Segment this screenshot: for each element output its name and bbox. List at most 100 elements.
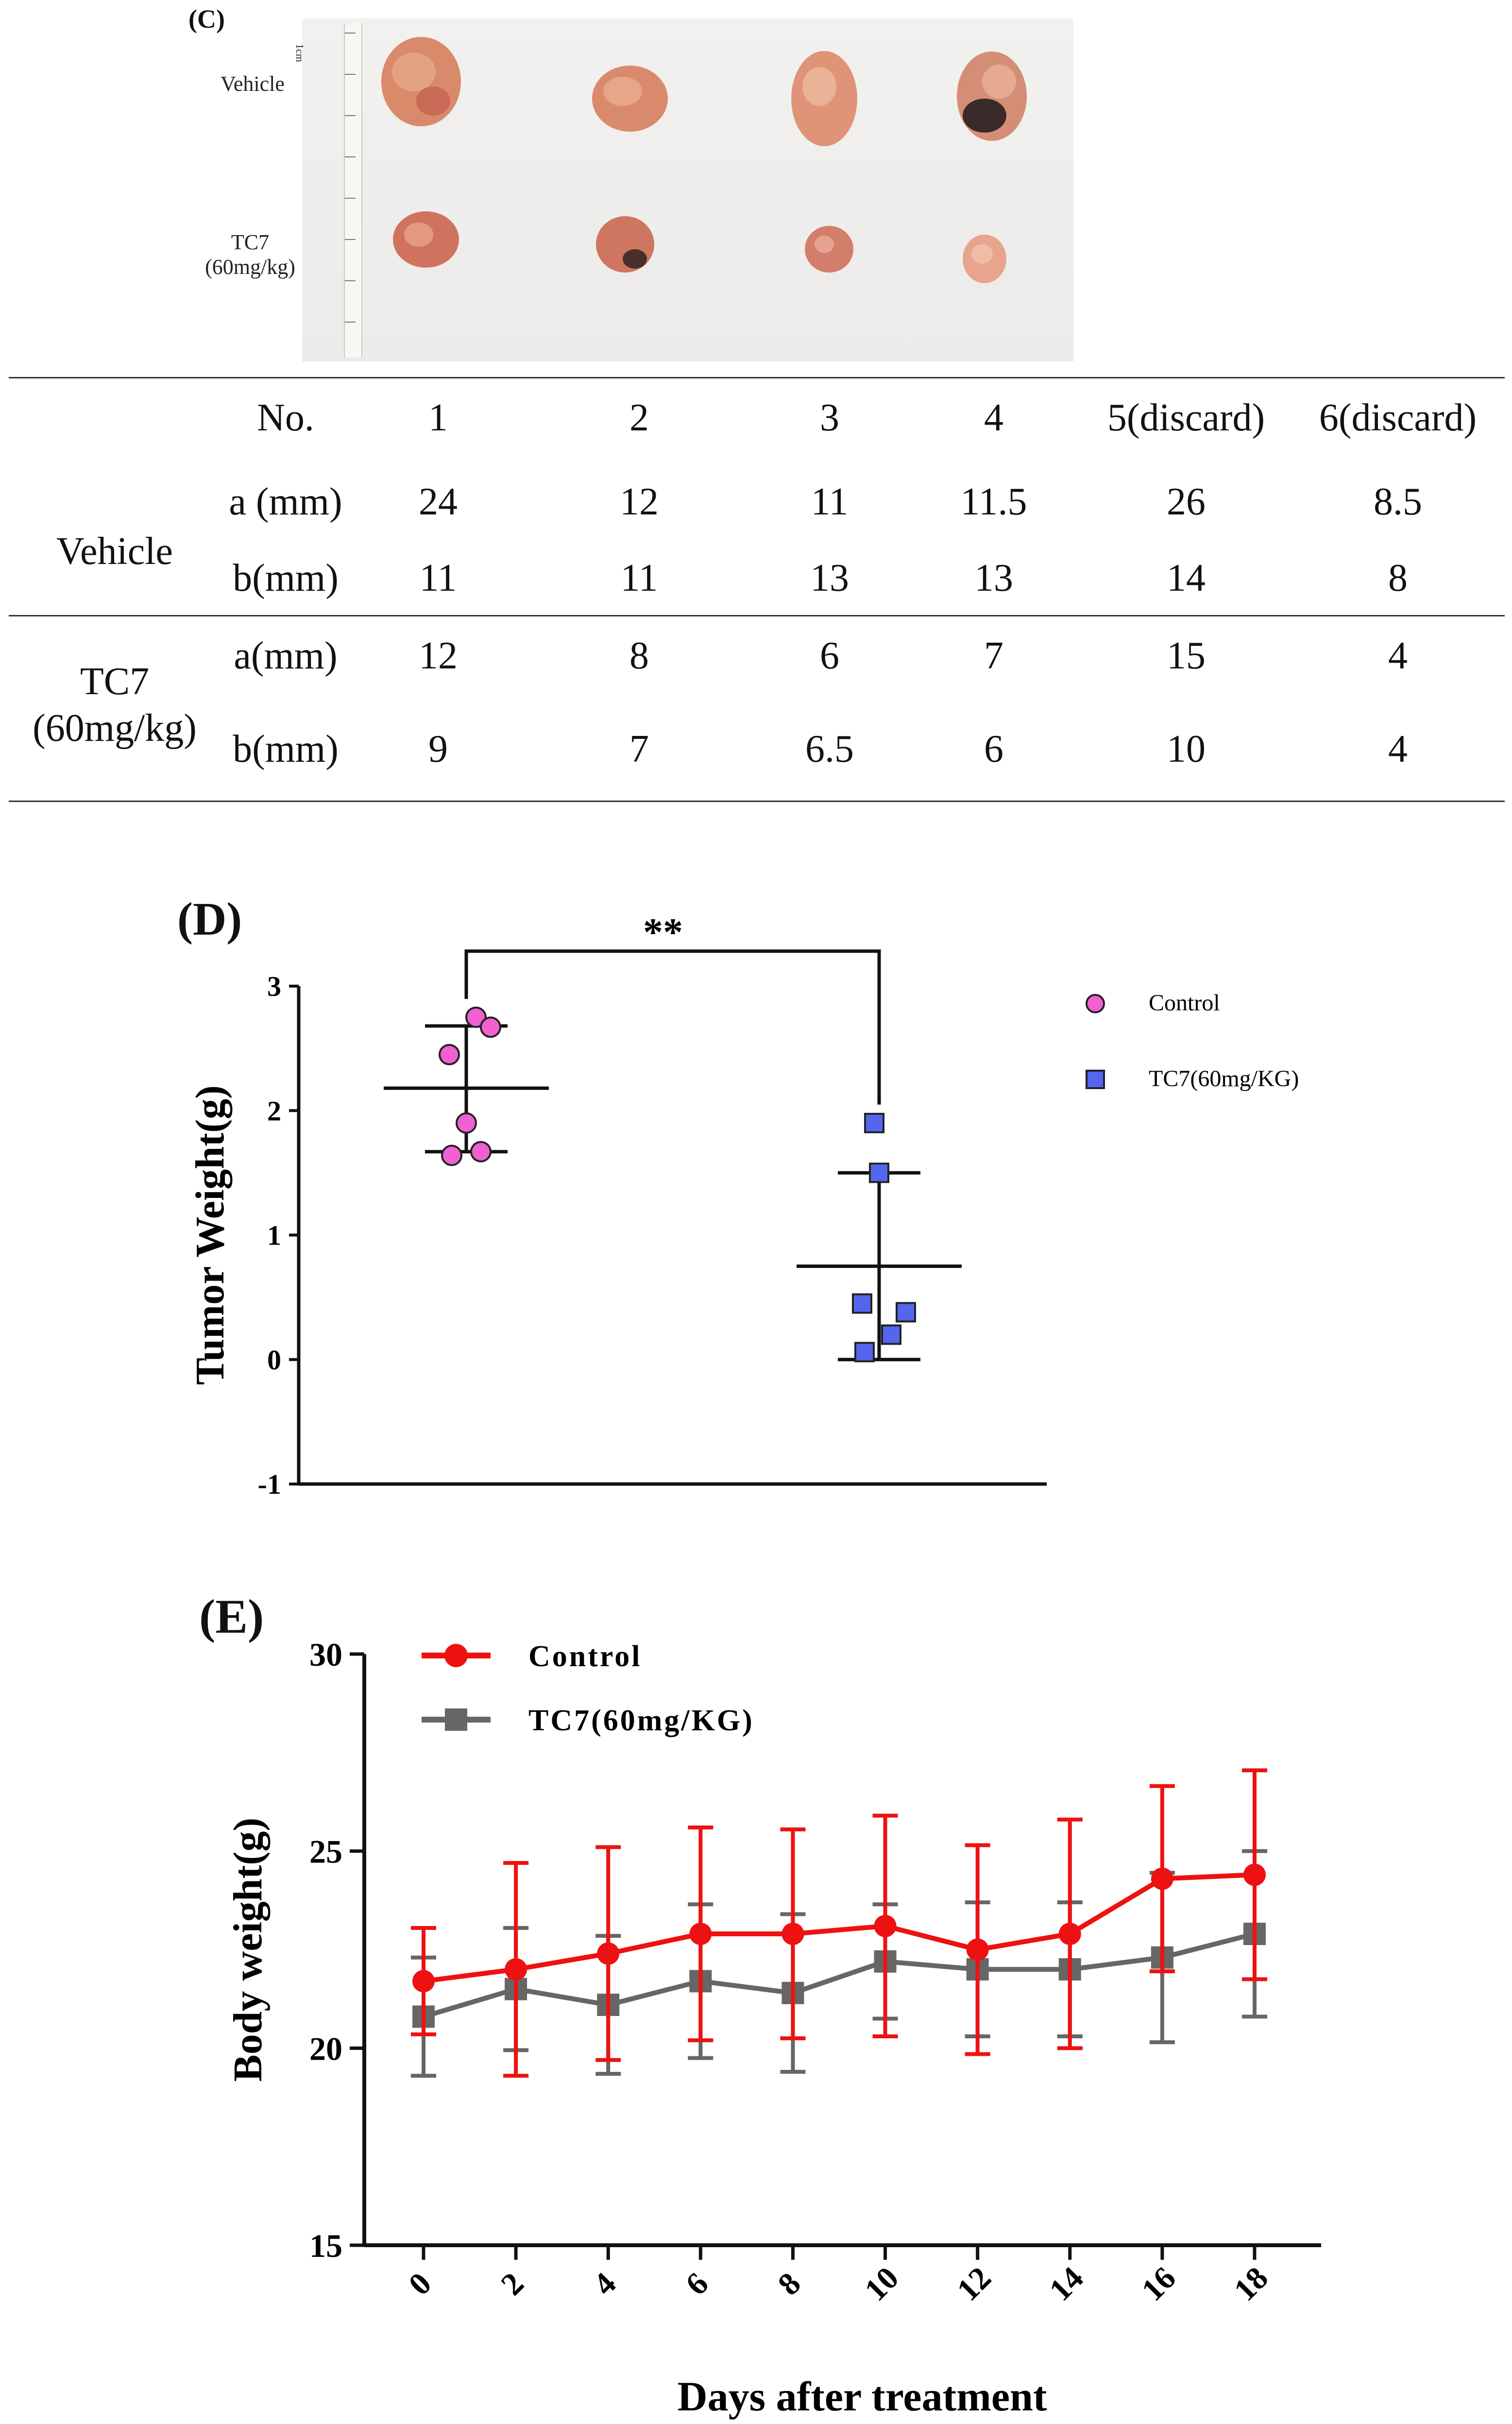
- significance-label: **: [643, 910, 683, 954]
- table-cell: 8.5: [1374, 480, 1422, 523]
- series-line-control: [423, 1872, 1255, 1984]
- ruler-ticks: [345, 33, 356, 323]
- table-cell: 24: [419, 480, 458, 523]
- x-tick-label: 0: [402, 2266, 438, 2302]
- table-cell: 6.5: [805, 728, 854, 770]
- ruler: [344, 23, 362, 358]
- y-tick-label: 20: [309, 2030, 342, 2067]
- legend-label-control: Control: [1149, 990, 1220, 1016]
- y-axis-title: Body weight(g): [225, 1818, 271, 2082]
- tumor-vehicle-3: [791, 51, 857, 146]
- data-point-control: [689, 1923, 712, 1946]
- y-tick-label: 15: [309, 2227, 342, 2264]
- x-tick-label: 8: [771, 2266, 808, 2302]
- legend-marker-tc7: [445, 1708, 467, 1731]
- y-tick-label: 0: [267, 1344, 281, 1376]
- y-tick-label: 1: [267, 1220, 281, 1251]
- table-cell: 4: [1388, 634, 1408, 677]
- table-cell: 9: [428, 728, 448, 770]
- y-tick-label: -1: [258, 1468, 281, 1500]
- x-tick-label: 18: [1227, 2260, 1275, 2308]
- data-point-control: [441, 1144, 462, 1166]
- x-tick-label: 2: [494, 2266, 530, 2302]
- tumor-tc7-3: [805, 226, 853, 273]
- data-point-tc7: [896, 1302, 916, 1323]
- table-rule-bottom: [9, 801, 1505, 802]
- body-weight-chart: 15 20 25 30 0 2 4 6 8 10 12 14 16 18 Body weight(g) Day…: [225, 1636, 1321, 2420]
- legend-label-tc7: TC7(60mg/KG): [528, 1704, 754, 1737]
- table-cell: 14: [1167, 557, 1206, 599]
- legend-marker-tc7: [1086, 1070, 1105, 1089]
- legend-marker-control: [444, 1644, 468, 1667]
- data-point-control: [412, 1970, 435, 1993]
- tumor-vehicle-1: [381, 37, 461, 126]
- table-header-2: 2: [629, 396, 649, 439]
- table-header-no: No.: [257, 396, 314, 439]
- data-point-control: [874, 1914, 897, 1937]
- table-cell: 12: [419, 634, 458, 677]
- x-tick-label: 4: [587, 2266, 623, 2302]
- data-point-control: [439, 1043, 460, 1065]
- significance-bracket: [464, 949, 881, 1105]
- data-point-control: [456, 1112, 477, 1134]
- table-cell: 7: [984, 634, 1003, 677]
- data-point-control: [1243, 1863, 1266, 1886]
- table-header-3: 3: [820, 396, 839, 439]
- table-header-6: 6(discard): [1319, 396, 1477, 439]
- table-rule-top: [9, 377, 1505, 378]
- data-point-control: [465, 1007, 487, 1028]
- tumor-weight-chart: -1 0 1 2 3 Tumor Weight(g) ** Control TC7(60mg/K…: [187, 910, 1299, 1500]
- table-measure: a (mm): [229, 480, 342, 523]
- table-cell: 12: [620, 480, 659, 523]
- table-cell: 15: [1167, 634, 1206, 677]
- y-tick-label: 25: [309, 1833, 342, 1870]
- data-point-control: [470, 1141, 492, 1162]
- data-point-control: [597, 1942, 620, 1965]
- table-group-tc7-line1: TC7: [80, 660, 150, 703]
- tumor-photo: [302, 18, 1073, 361]
- panel-c-label: (C): [188, 4, 225, 34]
- legend-marker-control: [1086, 994, 1105, 1013]
- table-cell: 26: [1167, 480, 1206, 523]
- data-point-control: [480, 1016, 501, 1038]
- legend-label-control: Control: [528, 1640, 642, 1673]
- table-cell: 11: [419, 557, 457, 599]
- series-line-tc7: [423, 1931, 1256, 2019]
- data-point-control: [781, 1923, 804, 1946]
- table-measure: a(mm): [234, 634, 338, 677]
- photo-label-tc7-line2: (60mg/kg): [205, 255, 295, 279]
- data-point-control: [1151, 1867, 1173, 1890]
- ruler-label: 1cm: [294, 44, 306, 62]
- photo-label-tc7: TC7 (60mg/kg): [199, 230, 301, 279]
- table-group-vehicle: Vehicle: [56, 528, 173, 575]
- x-axis-title: Days after treatment: [678, 2373, 1047, 2420]
- x-tick-label: 16: [1135, 2260, 1183, 2308]
- table-cell: 13: [810, 557, 849, 599]
- panel-d-label: (D): [177, 893, 242, 945]
- table-rule-mid: [9, 615, 1505, 616]
- table-cell: 6: [820, 634, 839, 677]
- data-point-control: [966, 1938, 989, 1961]
- y-tick-label: 30: [309, 1636, 342, 1673]
- y-tick-label: 2: [267, 1095, 281, 1127]
- table-cell: 11.5: [960, 480, 1027, 523]
- table-group-tc7-line2: (60mg/kg): [33, 707, 197, 750]
- tumor-vehicle-4: [957, 51, 1027, 141]
- table-header-5: 5(discard): [1107, 396, 1265, 439]
- tumor-vehicle-2: [592, 66, 668, 132]
- data-point-tc7: [852, 1293, 872, 1314]
- table-measure: b(mm): [233, 557, 339, 599]
- table-header-1: 1: [428, 396, 448, 439]
- table-cell: 13: [974, 557, 1013, 599]
- data-point-control: [505, 1958, 527, 1981]
- table-group-tc7: TC7 (60mg/kg): [33, 658, 197, 751]
- legend-label-tc7: TC7(60mg/KG): [1149, 1066, 1299, 1092]
- y-tick-label: 3: [267, 971, 281, 1002]
- table-cell: 8: [629, 634, 649, 677]
- y-axis-title: Tumor Weight(g): [187, 1085, 233, 1385]
- x-tick-label: 6: [679, 2266, 715, 2302]
- data-point-control: [1058, 1923, 1081, 1946]
- data-point-tc7: [864, 1112, 884, 1133]
- table-cell: 7: [629, 728, 649, 770]
- tumor-tc7-2: [596, 216, 654, 273]
